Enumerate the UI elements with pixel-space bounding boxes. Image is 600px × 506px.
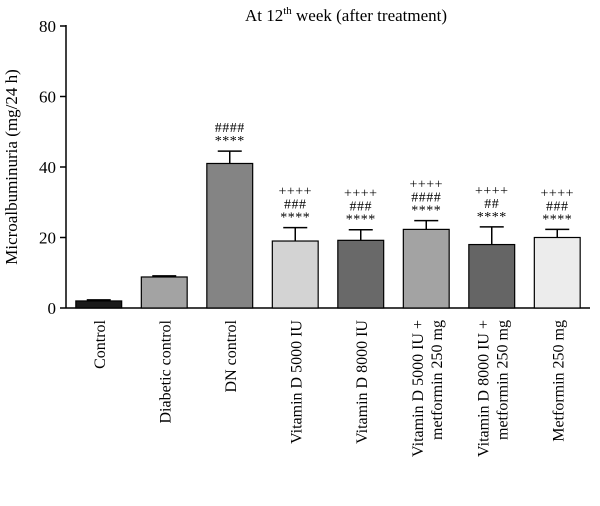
y-tick-label: 0 (48, 299, 57, 318)
significance-label: ++++ (409, 178, 443, 193)
bar (271, 240, 319, 309)
category-label: metformin 250 mg (494, 320, 511, 440)
chart-title-prefix: At 12 (245, 6, 283, 25)
bars (75, 150, 581, 309)
category-label: Control (92, 319, 109, 368)
category-label: Diabetic control (157, 319, 174, 423)
bar (75, 300, 123, 309)
bar (402, 228, 450, 309)
significance-label: **** (346, 213, 376, 228)
y-axis-label: Microalbuminuria (mg/24 h) (2, 69, 21, 264)
significance-label: #### (215, 121, 245, 136)
significance-label: ### (284, 198, 307, 213)
category-labels: Control Diabetic control DN control Vitamin… (92, 319, 568, 456)
significance-label: **** (477, 210, 507, 225)
y-tick-label: 80 (39, 17, 56, 36)
category-label: DN control (223, 319, 240, 392)
significance-label: ### (546, 199, 569, 214)
chart-title-superscript: th (283, 5, 292, 17)
significance-label: #### (411, 191, 441, 206)
category-label: Vitamin D 8000 IU + (475, 320, 492, 457)
bar (533, 236, 581, 309)
significance-label: ## (484, 197, 499, 212)
chart-title-suffix: week (after treatment) (292, 6, 447, 25)
significance-label: ++++ (475, 184, 509, 199)
y-tick-label: 20 (39, 229, 56, 248)
significance-label: ++++ (344, 187, 378, 202)
significance-label: ++++ (278, 185, 312, 200)
significance-label: ++++ (540, 186, 574, 201)
significance-label: **** (215, 134, 245, 149)
significance-label: ### (350, 200, 373, 215)
category-label: Vitamin D 8000 IU (354, 320, 371, 444)
category-label: Vitamin D 5000 IU + (410, 320, 427, 457)
bar (468, 243, 516, 309)
significance-label: **** (280, 211, 310, 226)
chart-title: At 12th week (after treatment) (245, 5, 447, 25)
y-tick-label: 40 (39, 158, 56, 177)
bar (206, 162, 254, 309)
category-label: Vitamin D 5000 IU (288, 320, 305, 444)
bar (140, 276, 188, 309)
significance-label: **** (542, 212, 572, 227)
bar (337, 239, 385, 309)
significance-annotations: ####****++++###****++++###****++++####**… (215, 121, 574, 228)
category-label: metformin 250 mg (429, 320, 446, 440)
y-tick-label: 60 (39, 88, 56, 107)
significance-label: **** (411, 204, 441, 219)
category-label: Metformin 250 mg (550, 320, 567, 442)
